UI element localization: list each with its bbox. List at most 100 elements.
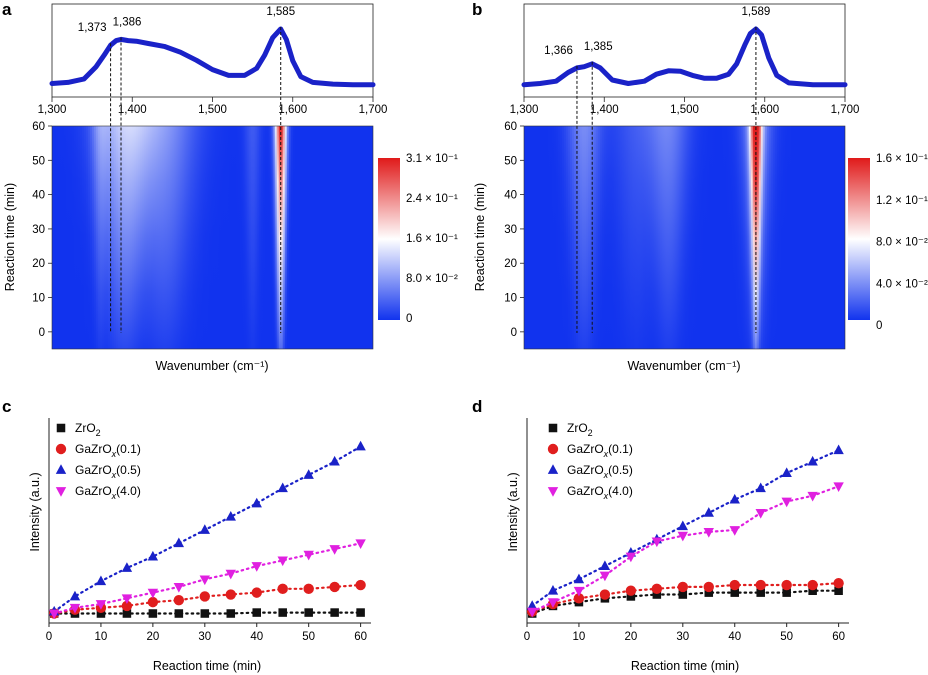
heatmap-column <box>134 126 137 349</box>
heatmap-column <box>198 126 202 349</box>
legend-label-suffix: (4.0) <box>608 484 633 498</box>
data-point <box>651 583 663 595</box>
heatmap-column <box>800 126 804 349</box>
legend-label-name: GaZrO <box>75 484 112 498</box>
heatmap-column <box>830 126 834 349</box>
heatmap-column <box>582 126 585 349</box>
heatmap-column <box>584 126 587 349</box>
heatmap-column <box>596 126 599 349</box>
data-point <box>95 600 107 610</box>
panel-label-d: d <box>472 397 482 416</box>
heatmap-column <box>712 126 716 349</box>
heatmap-column <box>104 126 107 349</box>
heatmap-column <box>678 126 682 349</box>
heatmap-column <box>190 126 194 349</box>
x-axis-title: Reaction time (min) <box>153 659 261 673</box>
peak-markers: 1,366 1,385 1,589 <box>544 6 770 333</box>
x-tick-label: 30 <box>676 631 689 643</box>
heatmap-column <box>116 126 119 349</box>
heatmap-column <box>250 126 254 349</box>
legend-label: GaZrOx(0.1) <box>75 442 141 459</box>
heatmap-column <box>132 126 135 349</box>
heatmap-frame <box>51 125 374 350</box>
data-point <box>652 590 662 599</box>
heatmap-column <box>574 126 577 349</box>
heatmap-column <box>358 126 362 349</box>
legend-label-name: GaZrO <box>567 442 604 456</box>
heatmap-column <box>160 126 163 349</box>
heatmap-column <box>76 126 79 349</box>
heatmap-column <box>564 126 567 349</box>
heatmap-column <box>336 126 340 349</box>
heatmap-column <box>820 126 824 349</box>
peak-label: 1,585 <box>266 6 295 18</box>
data-point <box>277 482 288 493</box>
heatmap-column <box>162 126 165 349</box>
heatmap-column <box>130 126 133 349</box>
heatmap-column <box>818 126 822 349</box>
heatmap-column <box>646 126 649 349</box>
heatmap-column <box>568 126 571 349</box>
heatmap-column <box>536 126 539 349</box>
heatmap-column <box>726 126 730 349</box>
heatmap-column <box>806 126 810 349</box>
heatmap-column <box>814 126 818 349</box>
data-point <box>704 588 714 597</box>
heatmap-column <box>302 126 306 349</box>
x-tick-label: 10 <box>573 631 586 643</box>
data-point <box>599 589 611 600</box>
data-point <box>573 593 585 604</box>
data-point <box>225 569 236 580</box>
y-tick-label: 40 <box>504 190 517 202</box>
heatmap-column <box>330 126 334 349</box>
data-point <box>173 537 185 548</box>
legend-label-subscript: x <box>603 449 609 459</box>
heatmap-column <box>108 126 111 349</box>
heatmap-column <box>644 126 647 349</box>
heatmap-column <box>744 126 748 349</box>
heatmap-column <box>138 126 141 349</box>
heatmap-column <box>146 126 149 349</box>
x-tick-label: 50 <box>302 631 315 643</box>
heatmap-column <box>168 126 171 349</box>
heatmap-column <box>310 126 314 349</box>
heatmap-column <box>570 126 573 349</box>
colorbar-labels: 1.6 × 10⁻¹ 1.2 × 10⁻¹ 8.0 × 10⁻² 4.0 × 10⁻²… <box>876 153 928 332</box>
heatmap-column <box>698 126 702 349</box>
heatmap-column <box>750 126 754 349</box>
y-tick-label: 40 <box>32 190 45 202</box>
heatmap-column <box>84 126 87 349</box>
heatmap-column <box>154 126 157 349</box>
spectrum-plot <box>521 26 848 88</box>
heatmap-column <box>630 126 633 349</box>
heatmap-column <box>808 126 812 349</box>
heatmap-column <box>238 126 242 349</box>
heatmap-column <box>90 126 93 349</box>
heatmap-column <box>266 126 270 349</box>
colorbar <box>378 158 400 320</box>
legend-marker <box>55 464 67 474</box>
heatmap-column <box>348 126 352 349</box>
x-tick-label: 60 <box>354 631 367 643</box>
data-point <box>730 588 740 597</box>
heatmap-column <box>188 126 192 349</box>
heatmap-column <box>214 126 218 349</box>
data-point <box>677 581 689 593</box>
heatmap-column <box>256 126 260 349</box>
data-point <box>573 586 585 597</box>
heatmap-column <box>524 126 527 349</box>
heatmap-column <box>246 126 250 349</box>
data-point <box>355 440 366 451</box>
heatmap-column <box>610 126 613 349</box>
heatmap-column <box>780 126 784 349</box>
heatmap-column <box>180 126 184 349</box>
heatmap-column <box>354 126 358 349</box>
heatmap-column <box>232 126 236 349</box>
heatmap-column <box>532 126 535 349</box>
heatmap-column <box>608 126 611 349</box>
data-point <box>355 579 366 591</box>
heatmap-column <box>768 126 772 349</box>
heatmap-plot <box>524 126 845 349</box>
